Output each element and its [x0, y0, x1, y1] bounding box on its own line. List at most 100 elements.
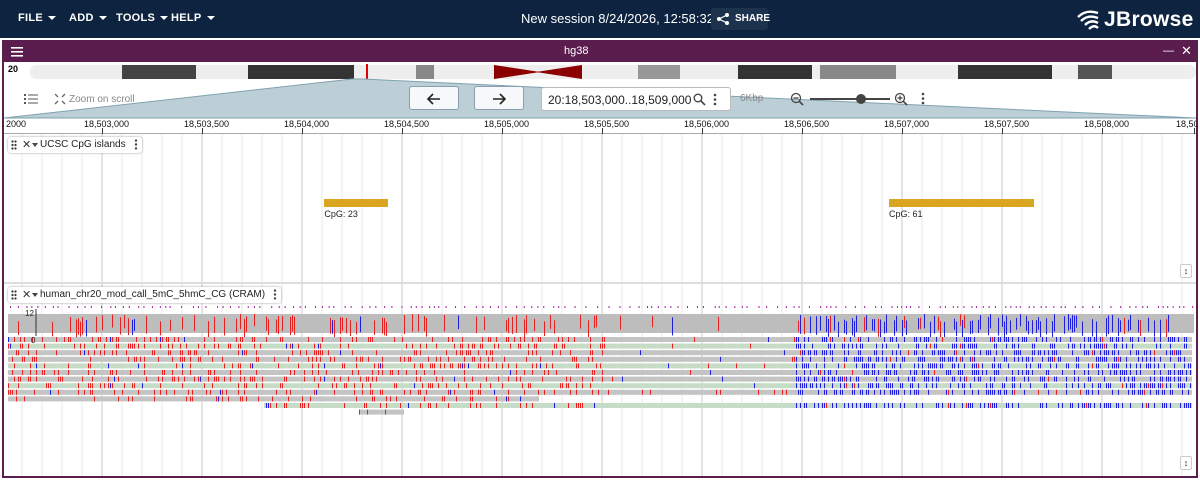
- mod-marker: [1015, 306, 1017, 308]
- chevron-down-icon[interactable]: [32, 293, 38, 297]
- ruler-tick: [702, 128, 703, 134]
- add-menu[interactable]: ADD: [69, 12, 107, 24]
- read-mod-call: [914, 350, 915, 356]
- read-mod-call: [450, 363, 451, 369]
- read-mod-call: [1116, 403, 1117, 408]
- coverage-mod-bar: [96, 316, 97, 333]
- tools-menu[interactable]: TOOLS: [116, 12, 169, 24]
- scroll-right-button[interactable]: [474, 86, 524, 110]
- read-mod-call: [312, 356, 313, 362]
- read-mod-call: [572, 356, 573, 362]
- cpg-island-feature[interactable]: [889, 199, 1034, 207]
- share-button[interactable]: SHARE: [711, 8, 770, 30]
- read-mod-call: [806, 383, 807, 389]
- read-mod-call: [1130, 403, 1131, 408]
- track-resize-handle[interactable]: ↕: [1180, 456, 1192, 470]
- read-mod-call: [314, 350, 315, 356]
- track-selector-icon[interactable]: [24, 93, 38, 105]
- read-mod-call: [948, 403, 949, 408]
- track-resize-handle[interactable]: ↕: [1180, 264, 1192, 278]
- read-mod-call: [84, 343, 85, 349]
- more-vert-icon[interactable]: [134, 139, 138, 150]
- zoom-on-scroll-toggle[interactable]: Zoom on scroll: [69, 94, 135, 105]
- coverage-mod-bar: [360, 316, 361, 333]
- read-mod-call: [930, 343, 931, 349]
- read-mod-call: [1024, 376, 1025, 382]
- read-mod-call: [1012, 370, 1013, 375]
- read-mod-call: [292, 350, 293, 356]
- read-mod-call: [964, 389, 965, 395]
- location-value[interactable]: 20:18,503,000..18,509,000: [548, 93, 692, 107]
- zoom-slider[interactable]: [810, 94, 890, 104]
- chevron-down-icon[interactable]: [32, 143, 38, 147]
- read-mod-call: [1150, 356, 1151, 362]
- read-mod-call: [432, 363, 433, 369]
- session-title[interactable]: New session 8/24/2026, 12:58:32 PM: [521, 11, 738, 26]
- chromosome-ideogram[interactable]: [30, 64, 1198, 80]
- read-mod-call: [210, 370, 211, 375]
- read-mod-call: [564, 343, 565, 349]
- read-mod-call: [854, 356, 855, 362]
- drag-handle-icon[interactable]: [11, 290, 17, 300]
- scroll-left-button[interactable]: [409, 86, 459, 110]
- read-mod-call: [378, 363, 379, 369]
- read-mod-call: [826, 403, 827, 408]
- read-mod-call: [990, 403, 991, 408]
- mod-marker: [725, 306, 727, 308]
- read-mod-call: [928, 389, 929, 395]
- drag-handle-icon[interactable]: [11, 140, 17, 150]
- minimize-icon[interactable]: —: [1163, 45, 1174, 57]
- read-mod-call: [502, 363, 503, 369]
- read-mod-call: [174, 389, 175, 395]
- read-mod-call: [1040, 376, 1041, 382]
- read-mod-call: [980, 403, 981, 408]
- mod-marker: [808, 306, 810, 308]
- read-mod-call: [952, 376, 953, 382]
- read-mod-call: [444, 363, 445, 369]
- read-mod-call: [106, 337, 107, 342]
- search-icon[interactable]: [693, 93, 706, 106]
- coverage-mod-bar: [386, 321, 387, 336]
- read-mod-call: [810, 356, 811, 362]
- file-menu[interactable]: FILE: [18, 12, 57, 24]
- more-vert-icon[interactable]: [713, 93, 717, 106]
- read-mod-call: [846, 376, 847, 382]
- read-mod-call: [1090, 376, 1091, 382]
- read-mod-call: [562, 337, 563, 342]
- location-search-input[interactable]: 20:18,503,000..18,509,000: [541, 87, 731, 111]
- close-track-icon[interactable]: ✕: [22, 139, 32, 151]
- track-divider[interactable]: [4, 282, 1196, 284]
- cpg-island-feature[interactable]: [324, 199, 388, 207]
- coordinate-ruler[interactable]: 2000 18,503,000 18,503,500 18,504,000 18…: [4, 118, 1196, 134]
- read-mod-call: [8, 343, 9, 349]
- more-vert-icon[interactable]: [273, 289, 277, 300]
- zoom-in-icon[interactable]: [894, 92, 908, 106]
- close-icon[interactable]: ✕: [1181, 43, 1192, 58]
- help-menu[interactable]: HELP: [171, 12, 215, 24]
- mod-marker: [793, 306, 795, 308]
- read-mod-call: [108, 363, 109, 369]
- mod-marker: [905, 306, 907, 308]
- view-options-icon[interactable]: [921, 92, 925, 105]
- zoom-out-icon[interactable]: [790, 92, 804, 106]
- help-menu-label: HELP: [171, 12, 202, 24]
- read-mod-call: [1048, 376, 1049, 382]
- mod-marker: [384, 306, 386, 308]
- read-mod-call: [982, 363, 983, 369]
- read-mod-call: [1180, 376, 1181, 382]
- read-mod-call: [300, 350, 301, 356]
- zoom-slider-thumb[interactable]: [855, 94, 866, 104]
- mod-marker: [77, 306, 79, 308]
- alignments-display[interactable]: [4, 306, 1196, 426]
- coverage-mod-bar: [954, 318, 955, 330]
- close-track-icon[interactable]: ✕: [22, 289, 32, 301]
- coverage-mod-bar: [444, 315, 445, 332]
- read-mod-call: [442, 396, 443, 402]
- track-label-cpg[interactable]: ✕ UCSC CpG islands: [8, 137, 142, 153]
- coverage-mod-bar: [798, 320, 799, 332]
- zoom-on-scroll-icon[interactable]: [54, 93, 66, 105]
- read-mod-call: [368, 337, 369, 342]
- view-title[interactable]: hg38: [564, 45, 589, 57]
- track-label-cram[interactable]: ✕ human_chr20_mod_call_5mC_5hmC_CG (CRAM…: [8, 287, 282, 303]
- hamburger-menu-icon[interactable]: [11, 47, 23, 57]
